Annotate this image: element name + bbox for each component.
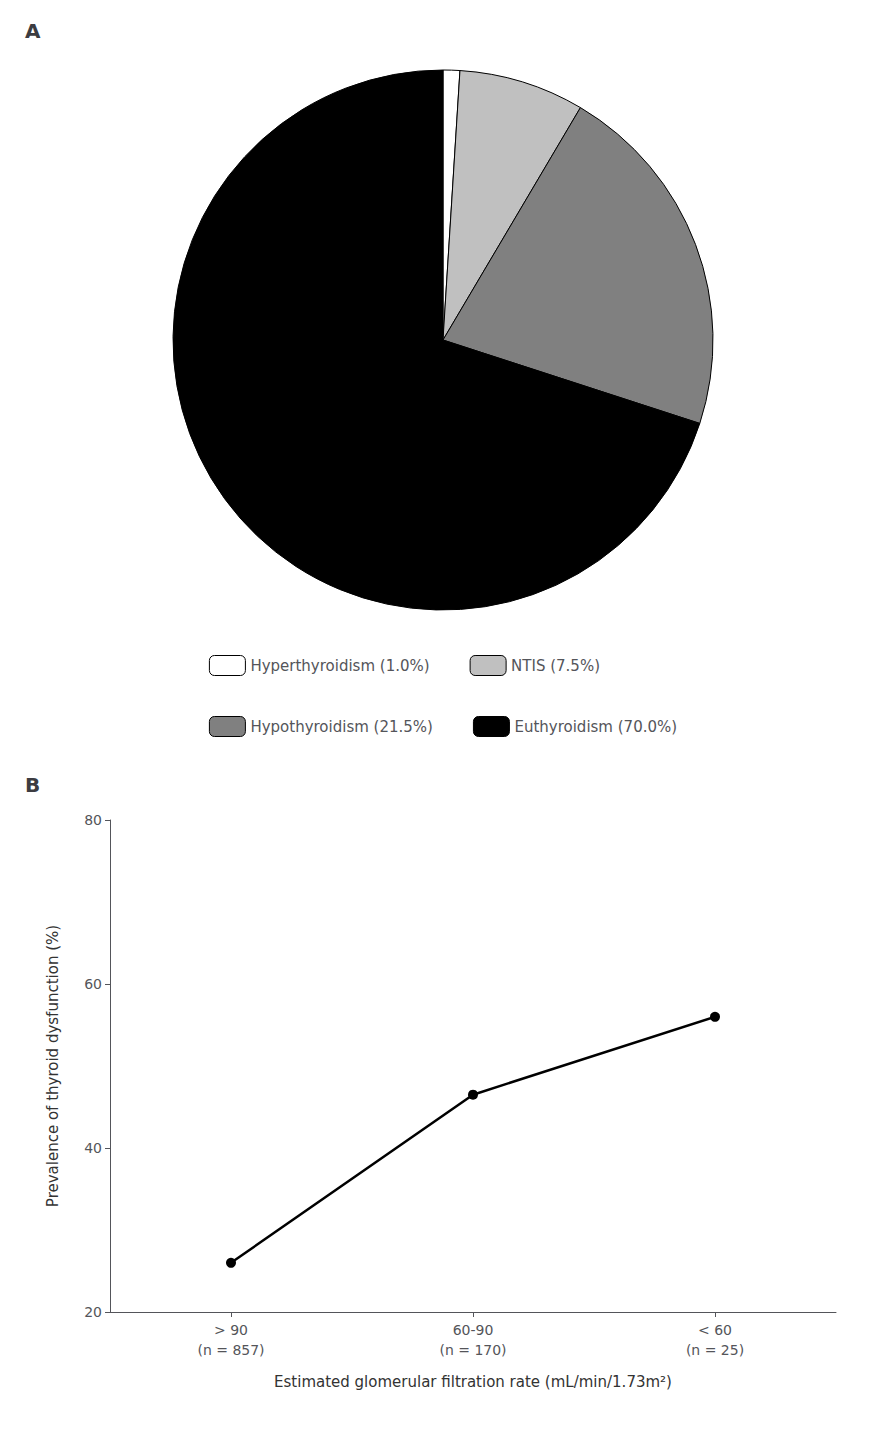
svg-text:Estimated glomerular filtratio: Estimated glomerular filtration rate (mL… xyxy=(274,1373,672,1391)
svg-text:< 60: < 60 xyxy=(698,1322,732,1338)
svg-text:20: 20 xyxy=(84,1304,102,1320)
svg-text:60: 60 xyxy=(84,976,102,992)
svg-text:80: 80 xyxy=(84,812,102,828)
svg-text:(n = 25): (n = 25) xyxy=(686,1342,744,1358)
svg-text:40: 40 xyxy=(84,1140,102,1156)
svg-text:A: A xyxy=(25,19,41,43)
svg-text:(n = 170): (n = 170) xyxy=(439,1342,506,1358)
svg-text:B: B xyxy=(25,773,40,797)
svg-text:Euthyroidism (70.0%): Euthyroidism (70.0%) xyxy=(514,718,677,736)
svg-text:Hyperthyroidism (1.0%): Hyperthyroidism (1.0%) xyxy=(250,657,429,675)
svg-text:Prevalence of thyroid dysfunct: Prevalence of thyroid dysfunction (%) xyxy=(44,925,62,1207)
svg-text:60-90: 60-90 xyxy=(453,1322,494,1338)
svg-text:NTIS (7.5%): NTIS (7.5%) xyxy=(511,657,600,675)
svg-text:(n = 857): (n = 857) xyxy=(197,1342,264,1358)
svg-text:> 90: > 90 xyxy=(214,1322,248,1338)
svg-text:Hypothyroidism (21.5%): Hypothyroidism (21.5%) xyxy=(250,718,433,736)
